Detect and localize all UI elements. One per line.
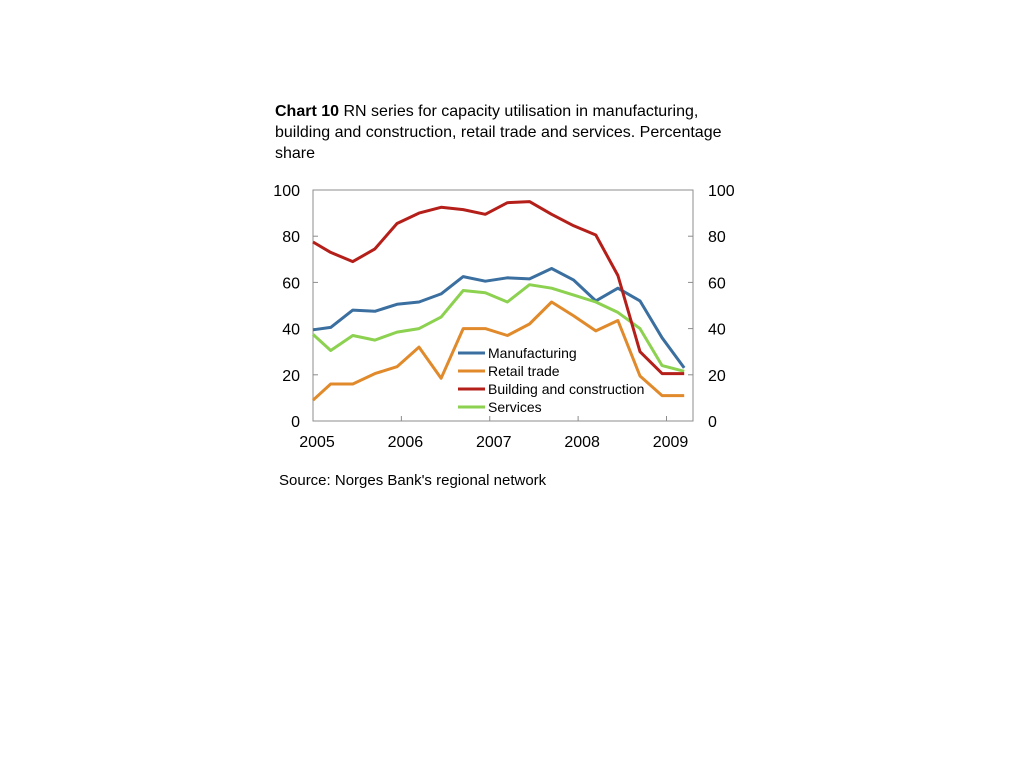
y-right-tick-label: 40	[708, 322, 726, 339]
x-tick-label: 2008	[564, 434, 600, 451]
legend-label: Services	[488, 399, 542, 415]
chart-axes: 0 20 40 60 80 100 0 20 40 60 80 100 2005 2006 2007 2008…	[273, 183, 735, 451]
chart-title-label: Chart 10	[275, 103, 340, 120]
y-left-tick-label: 40	[282, 322, 300, 339]
chart-source: Source: Norges Bank's regional network	[279, 472, 547, 489]
legend-label: Retail trade	[488, 363, 560, 379]
chart-title-text: RN series for capacity utilisation in ma…	[275, 103, 722, 162]
chart-title: Chart 10 RN series for capacity utilisat…	[275, 101, 755, 164]
y-right-tick-label: 100	[708, 183, 735, 200]
series-line-building-and-construction	[312, 200, 685, 376]
series-line-services	[311, 283, 685, 373]
y-right-tick-label: 20	[708, 368, 726, 385]
y-left-tick-label: 80	[282, 229, 300, 246]
y-right-tick-label: 0	[708, 414, 717, 431]
y-left-tick-label: 60	[282, 275, 300, 292]
y-right-tick-label: 60	[708, 275, 726, 292]
plot-frame	[312, 189, 694, 422]
x-tick-label: 2009	[653, 434, 689, 451]
y-left-tick-label: 100	[273, 183, 300, 200]
y-left-tick-label: 20	[282, 368, 300, 385]
y-right-tick-label: 80	[708, 229, 726, 246]
x-tick-label: 2007	[476, 434, 512, 451]
legend-label: Building and construction	[488, 381, 644, 397]
series-line-retail-trade	[311, 300, 685, 402]
x-tick-label: 2006	[388, 434, 424, 451]
y-left-tick-label: 0	[291, 414, 300, 431]
chart-legend: Manufacturing Retail trade Building and co…	[458, 345, 644, 415]
legend-label: Manufacturing	[488, 345, 577, 361]
x-tick-label: 2005	[299, 434, 335, 451]
chart-series	[311, 200, 686, 402]
